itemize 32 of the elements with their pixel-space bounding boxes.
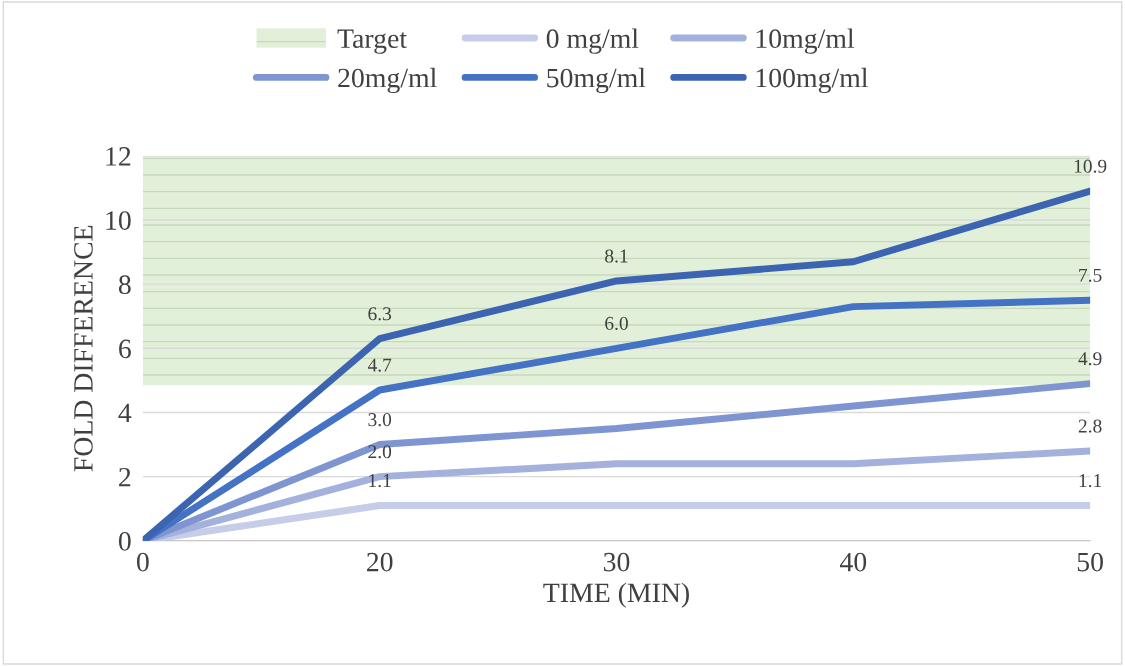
x-tick-label: 50 (1077, 552, 1103, 572)
y-tick-label: 2 (119, 467, 131, 487)
y-tick-label: 6 (119, 339, 131, 359)
y-axis-title: FOLD DIFFERENCE (74, 225, 93, 472)
legend-label: 20mg/ml (338, 67, 437, 94)
data-label: 4.9 (1078, 352, 1102, 366)
y-tick-label: 10 (106, 211, 131, 230)
data-label: 8.1 (605, 249, 628, 263)
y-tick-label: 0 (118, 531, 131, 551)
data-label: 10.9 (1074, 159, 1107, 173)
data-label: 3.0 (368, 413, 392, 427)
legend-label: Target (337, 29, 407, 54)
data-label: 2.0 (368, 445, 392, 459)
legend-label: 0 mg/ml (546, 28, 639, 54)
legend-label: 50mg/ml (547, 67, 646, 94)
data-label: 6.3 (368, 307, 392, 321)
legend-label: 100mg/ml (756, 67, 868, 94)
x-axis-title: TIME (MIN) (543, 582, 689, 608)
legend-label: 10mg/ml (756, 28, 855, 54)
y-tick-label: 12 (106, 147, 131, 166)
x-tick-label: 30 (603, 552, 630, 572)
data-label: 1.1 (369, 474, 391, 488)
data-label: 1.1 (1079, 474, 1102, 488)
data-label: 4.7 (367, 358, 392, 372)
x-tick-label: 20 (367, 552, 393, 572)
data-label: 2.8 (1078, 419, 1102, 433)
y-tick-label: 4 (118, 403, 132, 423)
x-tick-label: 40 (839, 552, 867, 572)
y-tick-label: 8 (118, 275, 131, 295)
x-tick-label: 0 (136, 552, 149, 572)
data-label: 7.5 (1079, 268, 1102, 282)
data-label: 6.0 (605, 316, 628, 331)
